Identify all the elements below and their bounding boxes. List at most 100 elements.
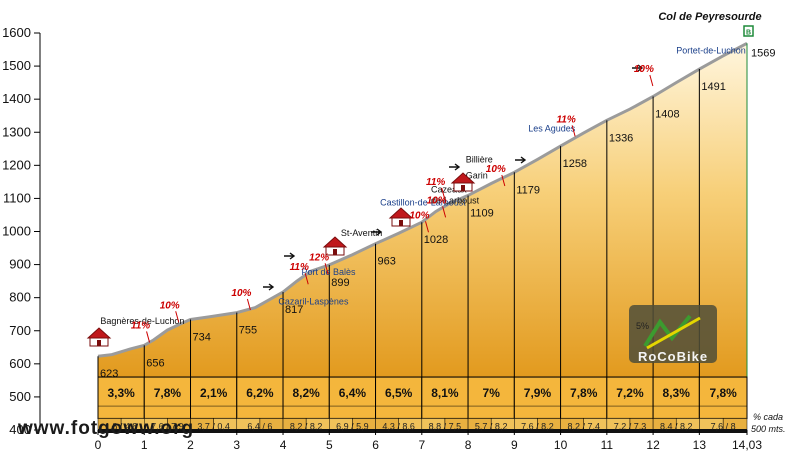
y-tick-label: 700 [9,323,31,338]
max-gradient-pointer [324,263,329,275]
x-axis: 0 1 2 3 4 5 6 7 8 9 10 11 12 13 14,03 [95,430,762,452]
logo-name: RoCoBike [638,349,708,364]
gradient-label: 8,1% [431,386,459,400]
max-gradient-pointer [571,125,576,137]
elevation-label: 1336 [609,132,633,144]
x-tick-label: 10 [554,438,568,452]
elevation-label: 1408 [655,109,679,121]
elevation-label: 1109 [470,207,494,219]
max-gradient-label: 11% [290,262,309,273]
y-tick-label: 600 [9,356,31,371]
gradient-label: 7,8% [709,386,737,400]
y-axis: 1600 1500 1400 1300 1200 1100 1000 900 800 700 600… [2,25,41,437]
x-tick-label: 11 [601,438,614,452]
gradient-label: 6,5% [385,386,413,400]
max-gradient-label: 11% [556,114,575,125]
max-gradient-pointer [425,221,429,233]
gradient-label: 6,2% [246,386,274,400]
y-tick-label: 1600 [2,25,31,40]
y-tick-label: 1200 [2,157,31,172]
sub-gradient-label: 7,6 / 7,9 [151,421,184,431]
y-tick-label: 1400 [2,91,31,106]
max-gradient-pointer [501,174,506,187]
gradient-cell [606,376,654,419]
y-tick-label: 900 [9,257,31,272]
gradient-band: 3,3% 1,8 / 4,8 7,8% 7,6 / 7,9 2,1% 3,7 / 0,4 6… [97,376,748,433]
elevation-label: 623 [100,368,118,380]
gradient-cell [698,376,748,419]
max-gradient-label: 10% [160,300,180,311]
max-gradient-markers: 10%11%10%11%12%10%11%10%10%11%10% [131,64,654,343]
sub-gradient-label: 8,2 / 7,4 [567,421,600,431]
sub-gradient-label: 8,2 / 8,2 [290,421,323,431]
y-tick-label: 1300 [2,124,31,139]
elevation-label: 656 [146,357,164,369]
sub-gradient-note-2: 500 mts. [751,424,786,434]
x-tick-label: 3 [233,438,240,452]
gradient-label: 3,3% [107,386,135,400]
x-tick-label: 6 [372,438,379,452]
y-tick-label: 1000 [2,224,31,239]
x-tick-label: 5 [326,438,333,452]
village-icon [333,249,337,255]
max-gradient-label: 10% [634,64,654,75]
gradient-cell [421,376,469,419]
max-gradient-label: 11% [426,177,445,188]
y-tick-label: 400 [9,422,31,437]
arrow-icon [284,252,296,260]
watermark: www.fotgoww.org [17,418,194,439]
summit-flag-glyph: B [746,30,751,37]
sub-gradient-note-1: % cada [753,412,783,422]
arrow-icon [263,283,275,291]
max-gradient-pointer [175,311,180,323]
elevation-label: 1028 [424,234,448,246]
place-label: Les Agudes [528,124,576,134]
place-label: Castillon-de-Larboust [380,198,466,208]
place-label: Cazeaux- [431,184,470,194]
elevation-label: 755 [239,325,257,337]
gradient-label: 6,4% [339,386,367,400]
sub-gradient-label: 3,7 / 0,4 [197,421,230,431]
max-gradient-label: 10% [486,164,506,175]
sub-gradient-label: 8,4 / 8,2 [660,421,693,431]
x-tick-label: 14,03 [732,438,762,452]
gradient-cell [328,376,377,419]
x-tick-label: 7 [418,438,425,452]
x-axis-bar [98,429,747,433]
y-tick-label: 800 [9,290,31,305]
place-label: Port de Balès [302,267,357,277]
y-tick-label: 500 [9,389,31,404]
max-gradient-pointer [146,331,151,343]
elevation-label: 1179 [516,184,540,196]
y-tick-label: 1100 [3,190,31,205]
x-tick-label: 1 [141,438,148,452]
max-gradient-pointer [304,273,309,285]
elevation-label: 1491 [701,81,725,93]
arrow-icon [449,163,461,171]
chart-title: Col de Peyresourde [658,11,761,23]
gradient-cell [97,376,145,419]
elevation-label: 734 [193,332,211,344]
x-tick-label: 4 [280,438,287,452]
place-label: St-Aventin [341,228,382,238]
sub-gradient-label: 7,6 / 8 [711,421,736,431]
arrow-icon [371,228,383,236]
elevation-label: 963 [378,256,396,268]
sub-gradient-label: 8,8 / 7,5 [429,421,462,431]
gradient-cell [236,376,284,419]
gradient-label: 2,1% [200,386,228,400]
x-tick-label: 12 [646,438,660,452]
sub-gradient-label: 6,9 / 5,9 [336,421,369,431]
profile-area [98,43,747,378]
place-label: Cazaril-Laspènes [278,296,349,306]
place-label: de-Larboust [431,195,480,205]
elevation-label: 1569 [751,47,775,59]
rocobike-logo: 5% RoCoBike [629,305,717,364]
elevation-label: 899 [331,277,349,289]
place-label: Garin [466,171,488,181]
max-gradient-label: 10% [231,288,251,299]
max-gradient-label: 10% [409,210,429,221]
gradient-label: 7,9% [524,386,552,400]
max-gradient-pointer [441,187,446,199]
